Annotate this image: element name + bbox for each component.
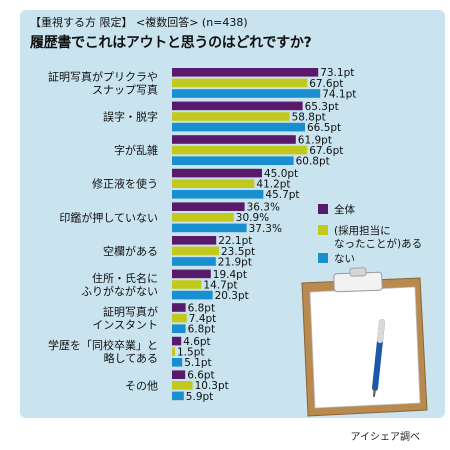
data-label: 30.9% [236,212,269,224]
source-note: アイシェア調べ [350,432,421,443]
data-label: 10.3pt [195,380,229,392]
data-label: 37.3% [249,223,282,235]
bar [172,269,211,279]
data-label: 36.3% [247,202,280,214]
bar [172,336,182,346]
pen-tip [373,387,376,397]
legend-swatch [318,225,328,235]
data-label: 6.8pt [188,324,215,336]
category-label: 学歴を「同校卒業」と [48,338,158,352]
bar [172,135,296,144]
chart-subhead: 【重視する方 限定】 <複数回答> (n=438) [30,16,248,29]
bar [172,370,186,379]
bar [172,112,290,121]
data-label: 7.4pt [189,313,216,325]
data-label: 22.1pt [218,235,252,247]
clipboard-paper [309,286,421,409]
bar [172,168,262,178]
data-label: 65.3pt [305,101,339,113]
category-label: 空欄がある [103,244,158,258]
bar [172,68,319,77]
legend-swatch [318,204,328,214]
bar [172,145,308,155]
data-label: 19.4pt [213,269,247,281]
data-label: 14.7pt [203,279,237,291]
legend-label: ない [334,253,355,265]
data-label: 23.5pt [221,246,255,258]
legend-swatch [318,253,328,263]
bar [172,101,303,111]
bar [172,290,213,300]
data-label: 74.1pt [322,88,356,100]
bar [172,223,247,233]
category-label: 誤字・脱字 [103,110,158,124]
bar [172,324,186,333]
data-label: 21.9pt [218,256,252,268]
bar [172,179,255,188]
data-label: 6.8pt [188,302,215,314]
data-label: 6.6pt [187,370,214,382]
category-label: 住所・氏名に [92,271,158,285]
category-label: 証明写真が [103,305,158,319]
category-label: その他 [125,379,158,392]
data-label: 5.1pt [184,357,211,369]
category-label: スナップ写真 [92,82,158,96]
pen-cap [377,319,385,343]
data-label: 66.5pt [307,122,341,134]
data-label: 4.6pt [183,336,210,348]
category-label: 印鑑が押していない [59,210,158,224]
data-label: 45.7pt [265,189,299,201]
data-label: 58.8pt [292,111,326,123]
data-label: 60.8pt [296,156,330,168]
bar [172,347,175,356]
bar [172,257,216,266]
bar [172,213,234,222]
data-label: 61.9pt [298,134,332,146]
data-label: 20.3pt [215,290,249,302]
category-label: インスタント [92,319,158,332]
data-label: 1.5pt [177,347,204,359]
clipboard-clip-top [349,267,367,277]
data-label: 67.6pt [309,78,343,90]
category-label: 字が乱雑 [114,143,158,157]
bar [172,190,264,199]
chart-title: 履歴書でこれはアウトと思うのはどれですか? [30,35,312,51]
bar [172,202,245,211]
bar [172,236,217,245]
legend-label: 全体 [334,203,355,216]
category-label: 証明写真がプリクラや [48,69,158,83]
bar [172,381,193,390]
bar [172,280,202,289]
bar [172,156,294,165]
bar [172,122,305,132]
bar [172,246,219,256]
category-label: 略してある [104,351,158,365]
bar [172,78,308,88]
data-label: 45.0pt [264,168,298,180]
bar [172,303,186,312]
category-label: 修正液を使う [92,177,158,191]
data-label: 67.6pt [309,145,343,157]
legend-label: (採用担当に [334,224,391,237]
bar [172,313,187,323]
category-label: ふりがながない [81,284,158,298]
data-label: 41.2pt [256,179,290,191]
data-label: 5.9pt [186,391,213,403]
bar [172,89,321,98]
data-label: 73.1pt [320,67,354,79]
legend-label: なったことが)ある [334,237,422,250]
bar [172,391,184,401]
bar [172,358,183,367]
